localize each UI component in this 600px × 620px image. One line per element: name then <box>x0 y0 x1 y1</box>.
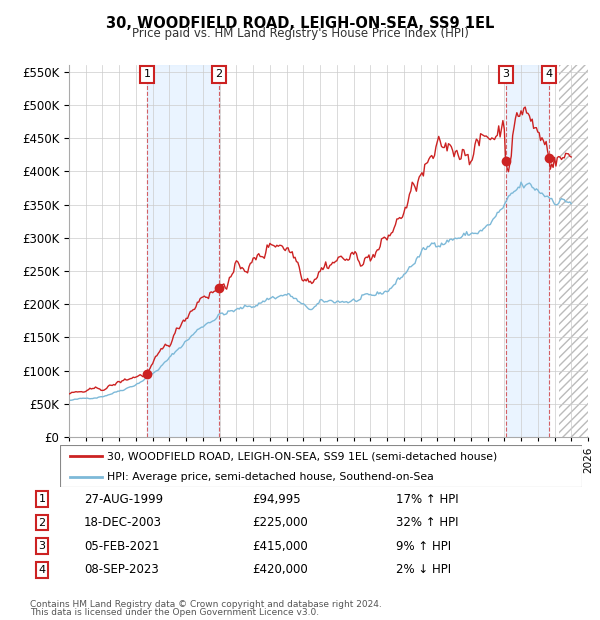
Text: 18-DEC-2003: 18-DEC-2003 <box>84 516 162 529</box>
Text: 30, WOODFIELD ROAD, LEIGH-ON-SEA, SS9 1EL: 30, WOODFIELD ROAD, LEIGH-ON-SEA, SS9 1E… <box>106 16 494 30</box>
Bar <box>147 65 219 437</box>
Text: 17% ↑ HPI: 17% ↑ HPI <box>396 493 458 505</box>
Text: 2: 2 <box>215 69 223 79</box>
Bar <box>559 65 596 437</box>
Text: Contains HM Land Registry data © Crown copyright and database right 2024.: Contains HM Land Registry data © Crown c… <box>30 600 382 609</box>
Text: HPI: Average price, semi-detached house, Southend-on-Sea: HPI: Average price, semi-detached house,… <box>107 472 434 482</box>
Text: 9% ↑ HPI: 9% ↑ HPI <box>396 540 451 552</box>
Bar <box>506 65 550 437</box>
Text: £415,000: £415,000 <box>252 540 308 552</box>
Bar <box>559 65 596 437</box>
Text: 4: 4 <box>38 565 46 575</box>
Text: 05-FEB-2021: 05-FEB-2021 <box>84 540 160 552</box>
Text: £420,000: £420,000 <box>252 564 308 576</box>
Text: £225,000: £225,000 <box>252 516 308 529</box>
Text: This data is licensed under the Open Government Licence v3.0.: This data is licensed under the Open Gov… <box>30 608 319 617</box>
Text: 1: 1 <box>38 494 46 504</box>
Text: 4: 4 <box>546 69 553 79</box>
Text: £94,995: £94,995 <box>252 493 301 505</box>
Text: 08-SEP-2023: 08-SEP-2023 <box>84 564 159 576</box>
Text: 3: 3 <box>502 69 509 79</box>
Text: Price paid vs. HM Land Registry's House Price Index (HPI): Price paid vs. HM Land Registry's House … <box>131 27 469 40</box>
Text: 2% ↓ HPI: 2% ↓ HPI <box>396 564 451 576</box>
Text: 3: 3 <box>38 541 46 551</box>
Text: 27-AUG-1999: 27-AUG-1999 <box>84 493 163 505</box>
Text: 2: 2 <box>38 518 46 528</box>
Text: 32% ↑ HPI: 32% ↑ HPI <box>396 516 458 529</box>
Text: 1: 1 <box>143 69 151 79</box>
Text: 30, WOODFIELD ROAD, LEIGH-ON-SEA, SS9 1EL (semi-detached house): 30, WOODFIELD ROAD, LEIGH-ON-SEA, SS9 1E… <box>107 451 497 461</box>
